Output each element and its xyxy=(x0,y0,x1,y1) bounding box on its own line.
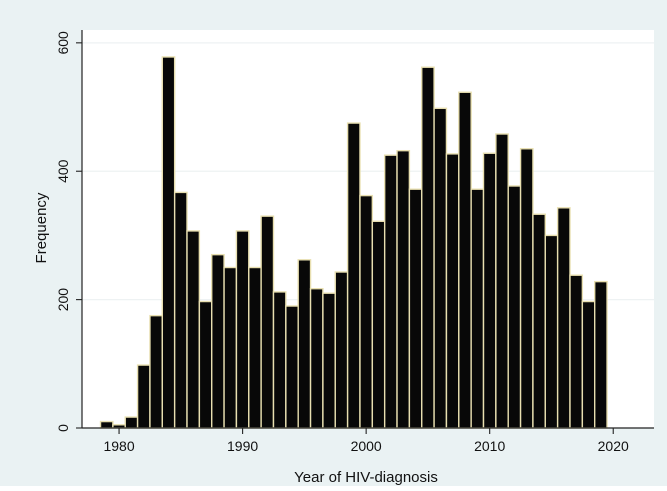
bar-2014 xyxy=(532,213,546,429)
bar-1996 xyxy=(309,288,324,429)
y-tick-label-600: 600 xyxy=(55,31,71,55)
ticks: 1980 1990 2000 2010 2020 0 200 400 600 xyxy=(55,31,629,454)
bar-1999 xyxy=(346,122,361,429)
bar-1979 xyxy=(99,420,114,429)
bar-2008 xyxy=(458,91,472,429)
bar-2018 xyxy=(581,300,596,429)
bar-2001 xyxy=(371,220,386,429)
bar-1987 xyxy=(198,300,213,429)
bar-2017 xyxy=(569,274,584,429)
bar-1992 xyxy=(260,215,275,429)
bar-2005 xyxy=(421,66,435,429)
bar-1995 xyxy=(297,259,312,429)
bar-2019 xyxy=(593,280,608,429)
bar-1983 xyxy=(149,314,164,429)
axes xyxy=(81,30,654,429)
bar-2015 xyxy=(544,234,559,429)
bar-2016 xyxy=(556,207,571,429)
bar-1997 xyxy=(322,292,336,429)
bar-1986 xyxy=(186,230,201,429)
x-tick-label-1990: 1990 xyxy=(227,438,258,454)
bar-2013 xyxy=(519,148,534,429)
bar-2003 xyxy=(396,149,411,429)
x-tick-label-2010: 2010 xyxy=(474,438,505,454)
bar-2012 xyxy=(507,185,522,429)
bar-1990 xyxy=(235,230,250,429)
y-tick-label-400: 400 xyxy=(55,159,71,183)
bar-2004 xyxy=(408,188,423,429)
y-axis-title: Frequency xyxy=(33,192,50,263)
bar-1981 xyxy=(124,416,139,429)
y-tick-label-0: 0 xyxy=(55,424,71,432)
bar-1991 xyxy=(248,266,262,429)
bar-2007 xyxy=(445,153,460,429)
bar-2010 xyxy=(482,152,497,429)
bar-1989 xyxy=(223,266,238,429)
x-axis-title: Year of HIV-diagnosis xyxy=(294,469,438,486)
bar-2009 xyxy=(470,188,485,429)
x-tick-label-1980: 1980 xyxy=(103,438,134,454)
bar-1982 xyxy=(136,364,151,429)
bar-2002 xyxy=(383,154,398,429)
bar-2006 xyxy=(433,107,448,429)
x-tick-label-2020: 2020 xyxy=(598,438,629,454)
x-tick-label-2000: 2000 xyxy=(351,438,382,454)
bar-2011 xyxy=(495,133,509,429)
y-tick-label-200: 200 xyxy=(55,288,71,312)
bar-1984 xyxy=(161,56,176,429)
bar-1988 xyxy=(211,253,225,429)
bar-1998 xyxy=(334,271,349,429)
bar-1994 xyxy=(285,305,299,429)
bar-1993 xyxy=(272,291,287,429)
bar-1985 xyxy=(173,191,188,429)
bar-2000 xyxy=(359,194,374,429)
